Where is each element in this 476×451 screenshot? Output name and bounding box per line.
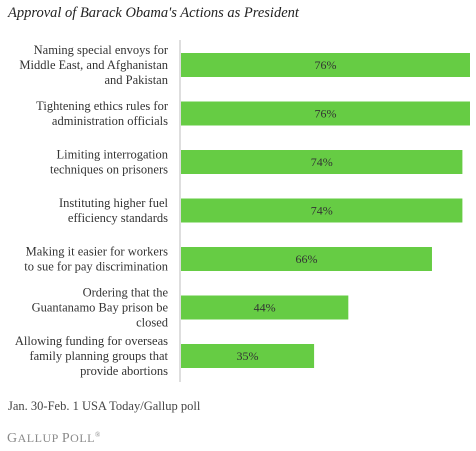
category-label-line: efficiency standards [68, 211, 168, 225]
value-label-3: 74% [311, 155, 333, 169]
category-label-1: Naming special envoys for Middle East, an… [19, 43, 168, 87]
category-label-line: Making it easier for workers [26, 245, 168, 259]
category-label-line: Ordering that the [83, 286, 169, 300]
bar-1 [181, 53, 470, 77]
category-label-2: Tightening ethics rules for administratio… [36, 99, 169, 128]
bar-2 [181, 101, 470, 126]
category-label-line: closed [136, 316, 169, 330]
category-label-6: Ordering that the Guantanamo Bay prison b… [32, 286, 169, 330]
category-label-line: and Pakistan [104, 73, 168, 87]
category-label-line: to sue for pay discrimination [24, 260, 168, 274]
gallup-poll-logo: GALLUP POLL® [7, 431, 101, 446]
category-label-4: Instituting higher fuel efficiency standa… [59, 196, 169, 225]
category-label-5: Making it easier for workers to sue for p… [24, 245, 168, 274]
category-label-line: Naming special envoys for [34, 43, 169, 57]
category-labels: Naming special envoys for Middle East, an… [15, 43, 169, 378]
source-note: Jan. 30-Feb. 1 USA Today/Gallup poll [8, 399, 201, 413]
bar-4 [181, 198, 463, 223]
category-label-7: Allowing funding for overseas family plan… [15, 334, 169, 378]
value-label-4: 74% [311, 204, 333, 218]
category-label-line: Allowing funding for overseas [15, 334, 168, 348]
value-label-6: 44% [254, 301, 276, 315]
category-label-line: techniques on prisoners [50, 163, 168, 177]
category-label-line: Guantanamo Bay prison be [32, 301, 169, 315]
category-label-line: provide abortions [80, 364, 168, 378]
value-label-2: 76% [315, 107, 337, 121]
bar-5 [181, 247, 432, 271]
bar-3 [181, 150, 463, 174]
bar-7 [181, 344, 315, 368]
category-label-3: Limiting interrogation techniques on pris… [50, 148, 169, 177]
value-label-1: 76% [315, 58, 337, 72]
value-label-7: 35% [237, 349, 259, 363]
category-label-line: Tightening ethics rules for [36, 99, 169, 113]
category-label-line: family planning groups that [29, 349, 168, 363]
category-label-line: Middle East, and Afghanistan [19, 58, 168, 72]
value-labels: 76% 76% 74% 74% 66% 44% 35% [237, 58, 337, 363]
category-label-line: Instituting higher fuel [59, 196, 169, 210]
chart-title: Approval of Barack Obama's Actions as Pr… [8, 5, 299, 21]
category-label-line: Limiting interrogation [57, 148, 169, 162]
value-label-5: 66% [295, 252, 317, 266]
category-label-line: administration officials [52, 114, 168, 128]
bars [181, 53, 470, 368]
bar-6 [181, 295, 349, 320]
